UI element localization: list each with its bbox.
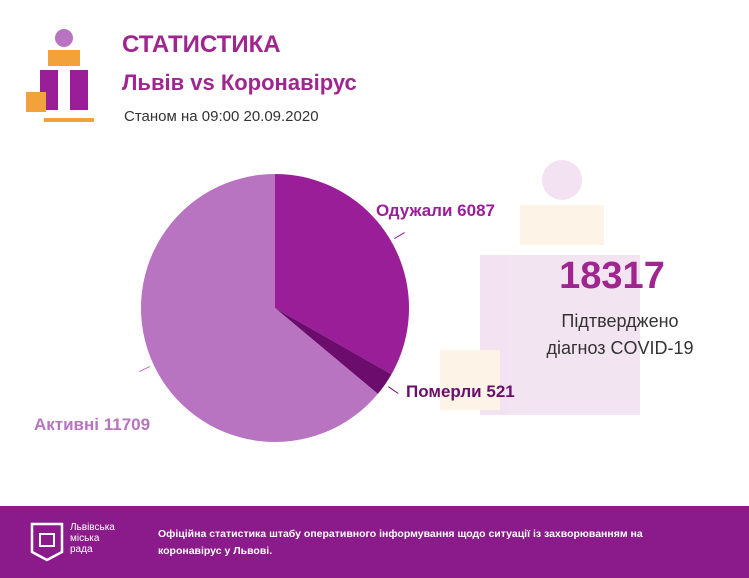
- total: 18317: [559, 255, 665, 297]
- caption: діагноз COVID-19: [546, 338, 693, 358]
- slice-label: Активні 11709: [34, 415, 150, 434]
- pie-slice: [275, 174, 409, 375]
- leader-line: [394, 232, 405, 240]
- slice-label: Одужали 6087: [376, 201, 495, 220]
- doctor-icon: [26, 29, 94, 122]
- logo-line: рада: [70, 544, 93, 555]
- pie-slice: [141, 174, 378, 442]
- title: СТАТИСТИКА: [122, 31, 281, 58]
- slice-label: Померли 521: [406, 382, 515, 401]
- date: Станом на 09:00 20.09.2020: [124, 108, 319, 125]
- footer-text: Офіційна статистика штабу оперативного і…: [158, 528, 643, 557]
- footer: Львівська міська рада Офіційна статистик…: [0, 506, 749, 578]
- slice-value: 11709: [104, 415, 150, 434]
- slice-name: Померли: [406, 382, 482, 401]
- caption: Підтверджено: [561, 311, 678, 331]
- watermark: [440, 160, 640, 415]
- slice-name: Активні: [34, 415, 99, 434]
- subtitle: Львів vs Коронавірус: [122, 70, 357, 95]
- logo-line: Львівська: [70, 522, 115, 533]
- leader-line: [388, 386, 399, 394]
- logo: [30, 522, 64, 562]
- leader-line: [138, 366, 151, 372]
- chart: СТАТИСТИКА Львів vs Коронавірус Станом н…: [26, 29, 694, 442]
- pie-slice: [275, 308, 392, 394]
- logo-text: Львівська міська рада: [70, 522, 115, 555]
- slice-name: Одужали: [376, 201, 452, 220]
- logo-line: міська: [70, 533, 100, 544]
- slice-value: 521: [486, 382, 514, 401]
- slice-value: 6087: [457, 201, 495, 220]
